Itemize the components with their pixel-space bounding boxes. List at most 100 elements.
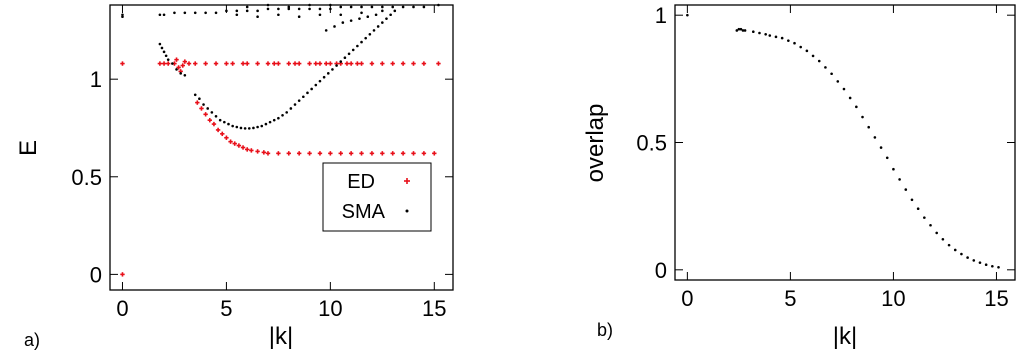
data-point-ed: [323, 61, 329, 66]
data-point-sma: [347, 52, 351, 56]
data-point-sma: [158, 42, 162, 46]
legend-marker-sma: [405, 209, 409, 213]
data-point-series-0: [984, 263, 988, 267]
data-point-series-0: [916, 207, 920, 211]
data-point-sma: [356, 44, 359, 48]
data-point-sma: [281, 113, 284, 117]
data-point-series-0: [735, 29, 739, 32]
data-point-sma: [247, 127, 251, 130]
panel-b-xlabel: |k|: [833, 323, 857, 350]
data-point-sma: [343, 56, 347, 60]
data-point-sma: [335, 64, 338, 67]
panel-a-ytick-label: 0: [90, 262, 102, 287]
panel-a-xtick-label: 10: [318, 296, 342, 321]
data-point-sma: [277, 13, 280, 17]
legend-marker-ed: [404, 178, 410, 184]
data-point-ed: [348, 61, 354, 66]
data-point-sma: [287, 7, 291, 11]
data-point-series-0: [811, 54, 815, 58]
data-point-series-0: [923, 216, 926, 219]
panel-a-xtick-label: 0: [116, 296, 128, 321]
data-point-sma: [308, 3, 311, 7]
panel-a-points: [120, 3, 441, 277]
data-point-sma: [385, 17, 388, 20]
data-point-series-0: [879, 146, 883, 149]
data-point-series-0: [805, 49, 809, 53]
data-point-series-0: [787, 39, 790, 42]
data-point-series-0: [978, 261, 982, 264]
data-point-ed: [182, 59, 188, 64]
data-point-sma: [308, 7, 311, 11]
data-point-ed: [348, 151, 354, 156]
data-point-ed: [255, 61, 260, 66]
data-point-ed: [359, 61, 364, 66]
panel-b-xtick-label: 10: [881, 286, 905, 311]
data-point-sma: [268, 120, 272, 124]
data-point-ed: [286, 61, 291, 66]
data-point-sma: [121, 13, 124, 17]
data-point-series-0: [764, 32, 767, 36]
data-point-sma: [412, 5, 415, 9]
panel-b-xtick-label: 0: [681, 286, 693, 311]
data-point-series-0: [960, 252, 963, 256]
panel-a-xtick-label: 5: [220, 296, 232, 321]
panel-a-ytick-label: 0.5: [71, 165, 102, 190]
data-point-ed: [296, 61, 302, 66]
data-point-sma: [287, 5, 291, 9]
data-point-series-0: [758, 31, 761, 35]
data-point-series-0: [855, 105, 858, 109]
data-point-ed: [224, 135, 229, 140]
data-point-sma: [366, 15, 370, 19]
data-point-series-0: [799, 45, 802, 49]
data-point-ed: [390, 61, 395, 66]
data-point-ed: [186, 61, 192, 66]
data-point-ed: [296, 151, 302, 156]
data-point-sma: [351, 48, 355, 52]
data-point-ed: [369, 61, 375, 66]
data-point-sma: [158, 13, 162, 17]
data-point-ed: [400, 151, 406, 156]
panel-a-ticks: 0 5 10 15 0 0.5 1: [71, 5, 453, 321]
data-point-series-0: [966, 256, 969, 259]
panel-a-xtick-label: 15: [422, 296, 446, 321]
data-point-ed: [249, 148, 254, 153]
data-point-sma: [160, 46, 164, 50]
data-point-sma: [227, 122, 230, 126]
data-point-series-0: [947, 243, 951, 247]
data-point-sma: [183, 73, 187, 77]
data-point-ed: [380, 151, 385, 156]
panel-b-points: [686, 13, 1000, 269]
data-point-sma: [333, 25, 336, 28]
data-point-ed: [228, 139, 233, 144]
data-point-sma: [322, 75, 326, 79]
data-point-ed: [245, 61, 250, 66]
data-point-ed: [286, 151, 291, 156]
data-point-series-0: [737, 27, 741, 31]
data-point-ed: [272, 61, 277, 66]
data-point-series-0: [935, 231, 938, 235]
data-point-series-0: [929, 223, 932, 227]
data-point-ed: [236, 143, 242, 148]
data-point-ed: [220, 131, 225, 137]
data-point-sma: [329, 3, 332, 7]
data-point-sma: [264, 122, 268, 126]
data-point-sma: [231, 124, 234, 128]
data-point-ed: [265, 61, 271, 66]
data-point-ed: [317, 61, 323, 66]
data-point-ed: [307, 151, 312, 156]
data-point-sma: [239, 126, 243, 130]
data-point-ed: [432, 151, 437, 156]
data-point-ed: [180, 63, 185, 68]
data-point-sma: [364, 36, 367, 40]
data-point-sma: [349, 19, 353, 22]
data-point-ed: [215, 127, 221, 133]
data-point-sma: [381, 5, 384, 9]
data-point-ed: [224, 61, 229, 66]
data-point-ed: [276, 151, 281, 156]
data-point-sma: [235, 9, 239, 13]
panel-b-label: b): [597, 320, 613, 340]
panel-a-ylabel: E: [15, 140, 42, 156]
data-point-series-0: [793, 41, 796, 45]
panel-b-ticks: 0 5 10 15 0 0.5 1: [636, 3, 1015, 311]
